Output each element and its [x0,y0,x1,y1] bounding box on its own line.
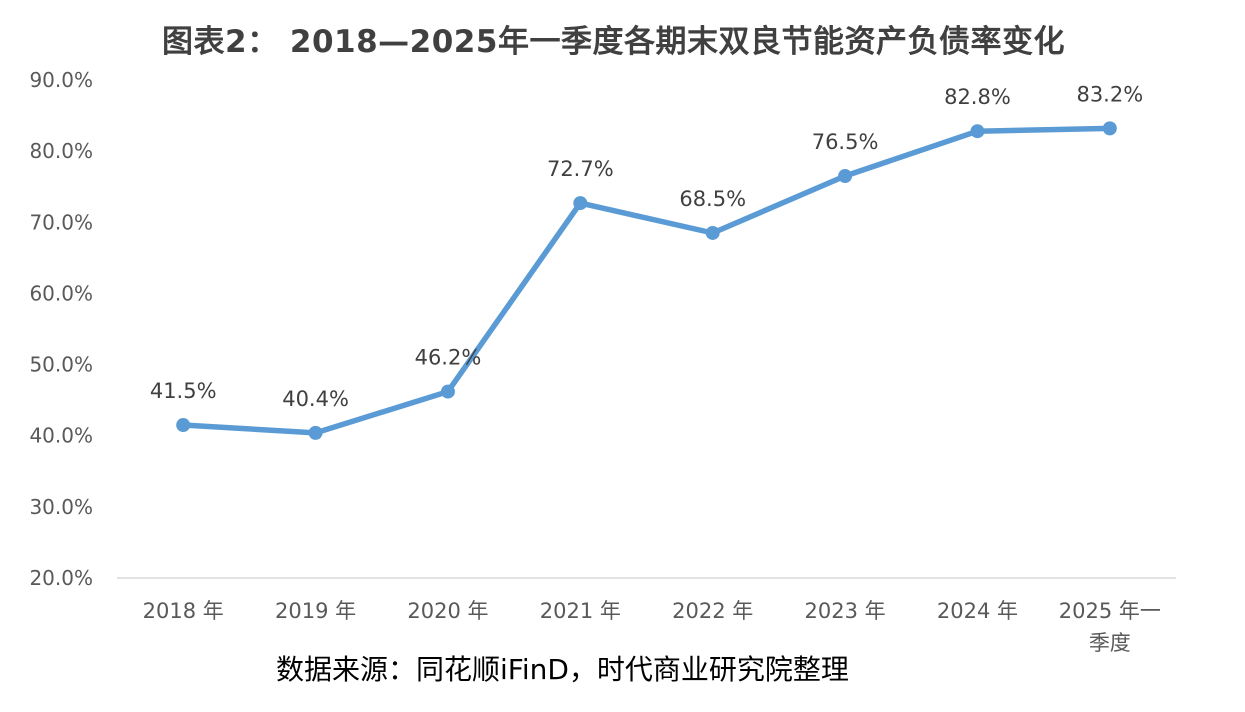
y-tick-label: 30.0% [29,495,93,519]
series-line [180,125,1113,436]
y-tick-label: 60.0% [29,281,93,305]
data-point [308,425,323,440]
data-point [970,124,985,139]
x-tick-label: 2024 年 [937,599,1018,623]
y-tick-label: 20.0% [29,566,93,590]
data-point [176,418,191,433]
y-tick-label: 50.0% [29,353,93,377]
data-label: 76.5% [812,130,879,154]
x-tick-label: 2021 年 [540,599,621,623]
data-label: 41.5% [150,379,217,403]
y-tick-label: 80.0% [29,139,93,163]
y-tick-label: 40.0% [29,424,93,448]
x-tick-label: 2020 年 [407,599,488,623]
data-labels: 41.5% 40.4% 46.2% 72.7% 68.5% 76.5% 82.8% 83.2% [150,82,1143,410]
data-point [440,384,455,399]
x-tick-label: 季度 [1089,631,1131,655]
data-point [573,196,588,211]
y-tick-label: 70.0% [29,210,93,234]
x-axis-labels: 2018 年 2019 年 2020 年 2021 年 2022 年 2023 年 2024… [143,599,1161,655]
data-point [838,169,853,184]
data-label: 72.7% [547,157,614,181]
x-tick-label: 2022 年 [672,599,753,623]
data-label: 40.4% [282,387,349,411]
data-label: 83.2% [1076,82,1143,106]
x-tick-label: 2018 年 [143,599,224,623]
data-label: 82.8% [944,85,1011,109]
y-axis-labels: 20.0% 30.0% 40.0% 50.0% 60.0% 70.0% 80.0% 90.0% [29,68,93,590]
x-tick-label: 2023 年 [805,599,886,623]
x-tick-label: 2019 年 [275,599,356,623]
data-label: 68.5% [679,187,746,211]
data-point [705,225,720,240]
data-point [1102,121,1117,136]
y-tick-label: 90.0% [29,68,93,92]
x-tick-label: 2025 年一 [1059,599,1161,623]
source-note: 数据来源：同花顺iFinD，时代商业研究院整理 [276,653,849,686]
chart-title: 图表2： 2018—2025年一季度各期末双良节能资产负债率变化 [162,24,1065,60]
data-label: 46.2% [415,346,482,370]
series-group [176,121,1117,440]
